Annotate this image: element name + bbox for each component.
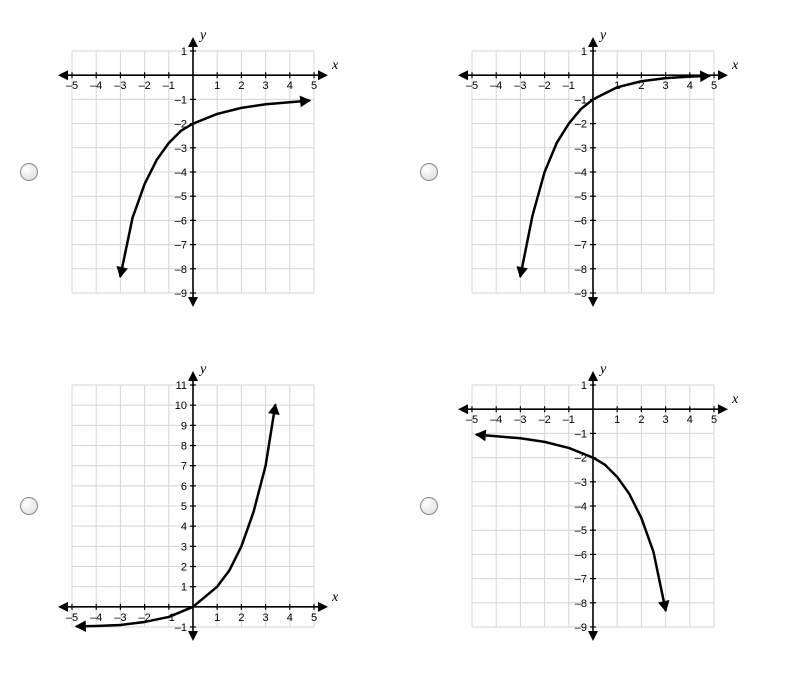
svg-text:3: 3: [181, 541, 187, 553]
radio-button[interactable]: [420, 163, 438, 181]
svg-text:5: 5: [711, 80, 717, 92]
svg-text:–3: –3: [114, 612, 126, 624]
svg-text:–4: –4: [175, 167, 187, 179]
svg-text:4: 4: [181, 521, 187, 533]
svg-text:2: 2: [238, 612, 244, 624]
svg-text:–2: –2: [538, 414, 550, 426]
svg-text:–4: –4: [490, 414, 502, 426]
svg-text:–6: –6: [575, 549, 587, 561]
svg-text:4: 4: [287, 612, 293, 624]
svg-text:–3: –3: [114, 80, 126, 92]
svg-text:1: 1: [614, 414, 620, 426]
svg-text:–8: –8: [175, 264, 187, 276]
svg-text:5: 5: [181, 501, 187, 513]
svg-text:–9: –9: [175, 288, 187, 300]
svg-text:–2: –2: [575, 119, 587, 131]
svg-text:–3: –3: [514, 414, 526, 426]
svg-text:–3: –3: [575, 477, 587, 489]
svg-text:–7: –7: [575, 240, 587, 252]
svg-text:–7: –7: [575, 574, 587, 586]
svg-text:1: 1: [581, 380, 587, 392]
svg-text:x: x: [731, 58, 738, 73]
svg-text:–8: –8: [575, 598, 587, 610]
svg-text:1: 1: [214, 80, 220, 92]
chart-top-right: –5–4–3–2–112345–9–8–7–6–5–4–3–2–11xy: [448, 27, 738, 317]
svg-text:x: x: [731, 392, 738, 407]
chart-bottom-right: –5–4–3–2–112345–9–8–7–6–5–4–3–2–11xy: [448, 361, 738, 651]
svg-text:x: x: [331, 58, 338, 73]
svg-text:y: y: [598, 28, 607, 43]
svg-text:–7: –7: [175, 240, 187, 252]
svg-text:5: 5: [311, 80, 317, 92]
option-2[interactable]: –5–4–3–2–112345–9–8–7–6–5–4–3–2–11xy: [420, 20, 780, 324]
svg-text:5: 5: [711, 414, 717, 426]
svg-text:–1: –1: [175, 94, 187, 106]
svg-text:–4: –4: [490, 80, 502, 92]
svg-text:–8: –8: [575, 264, 587, 276]
svg-text:–3: –3: [575, 143, 587, 155]
svg-text:3: 3: [663, 414, 669, 426]
option-4[interactable]: –5–4–3–2–112345–9–8–7–6–5–4–3–2–11xy: [420, 354, 780, 658]
svg-text:8: 8: [181, 441, 187, 453]
svg-text:–1: –1: [163, 80, 175, 92]
svg-text:10: 10: [175, 400, 187, 412]
svg-text:x: x: [331, 590, 338, 605]
svg-text:–3: –3: [175, 143, 187, 155]
svg-text:–4: –4: [575, 501, 587, 513]
svg-text:y: y: [198, 28, 207, 43]
radio-button[interactable]: [20, 163, 38, 181]
options-grid: –5–4–3–2–112345–9–8–7–6–5–4–3–2–11xy –5–…: [20, 20, 780, 658]
svg-text:4: 4: [687, 414, 693, 426]
svg-text:7: 7: [181, 461, 187, 473]
svg-text:1: 1: [214, 612, 220, 624]
svg-text:–2: –2: [138, 80, 150, 92]
svg-text:3: 3: [263, 80, 269, 92]
svg-text:–9: –9: [575, 288, 587, 300]
svg-text:3: 3: [663, 80, 669, 92]
svg-text:–4: –4: [90, 80, 102, 92]
svg-text:2: 2: [638, 414, 644, 426]
svg-text:4: 4: [687, 80, 693, 92]
svg-text:–5: –5: [575, 525, 587, 537]
svg-text:9: 9: [181, 420, 187, 432]
svg-text:–5: –5: [66, 612, 78, 624]
svg-text:2: 2: [181, 562, 187, 574]
svg-text:6: 6: [181, 481, 187, 493]
svg-text:1: 1: [181, 46, 187, 58]
chart-top-left: –5–4–3–2–112345–9–8–7–6–5–4–3–2–11xy: [48, 27, 338, 317]
svg-text:–4: –4: [575, 167, 587, 179]
svg-text:–1: –1: [175, 622, 187, 634]
svg-text:11: 11: [176, 380, 187, 392]
option-3[interactable]: –5–4–3–2–112345–11234567891011xy: [20, 354, 380, 658]
svg-text:–1: –1: [563, 414, 575, 426]
svg-text:–1: –1: [575, 428, 587, 440]
svg-text:1: 1: [581, 46, 587, 58]
svg-text:–5: –5: [575, 191, 587, 203]
option-1[interactable]: –5–4–3–2–112345–9–8–7–6–5–4–3–2–11xy: [20, 20, 380, 324]
radio-button[interactable]: [20, 497, 38, 515]
svg-text:4: 4: [287, 80, 293, 92]
svg-text:–5: –5: [466, 414, 478, 426]
svg-text:–9: –9: [575, 622, 587, 634]
radio-button[interactable]: [420, 497, 438, 515]
svg-text:–6: –6: [175, 215, 187, 227]
svg-text:2: 2: [238, 80, 244, 92]
svg-text:–5: –5: [66, 80, 78, 92]
svg-text:–6: –6: [575, 215, 587, 227]
svg-text:y: y: [598, 362, 607, 377]
svg-text:3: 3: [263, 612, 269, 624]
svg-text:–3: –3: [514, 80, 526, 92]
svg-text:1: 1: [181, 582, 187, 594]
svg-text:–5: –5: [466, 80, 478, 92]
chart-bottom-left: –5–4–3–2–112345–11234567891011xy: [48, 361, 338, 651]
svg-text:–1: –1: [563, 80, 575, 92]
svg-text:–4: –4: [90, 612, 102, 624]
svg-text:–5: –5: [175, 191, 187, 203]
svg-text:–2: –2: [538, 80, 550, 92]
svg-text:y: y: [198, 362, 207, 377]
svg-text:5: 5: [311, 612, 317, 624]
